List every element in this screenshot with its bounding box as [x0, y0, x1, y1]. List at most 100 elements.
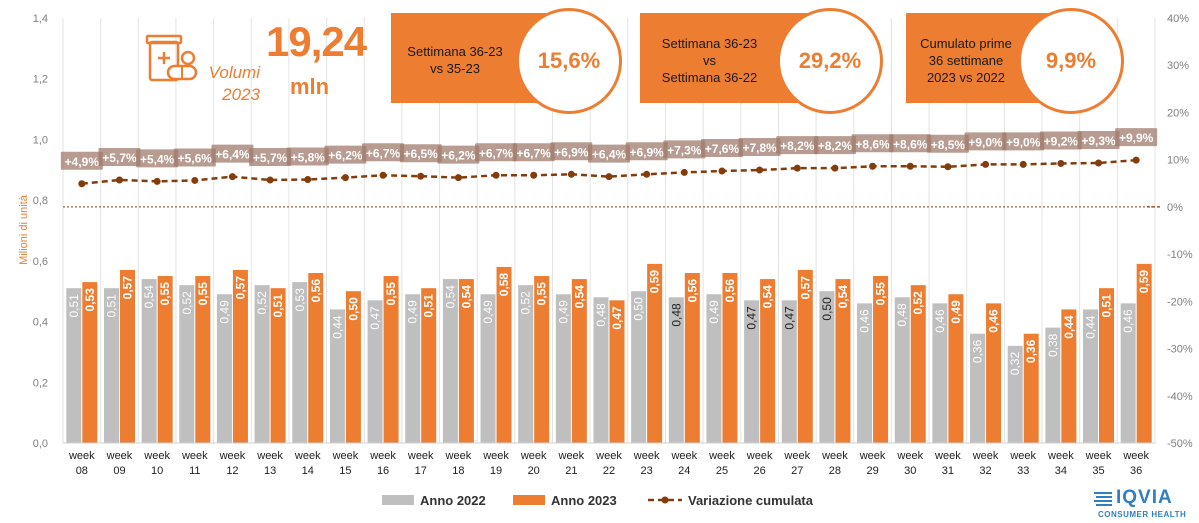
line-label-bg	[700, 139, 743, 157]
line-point	[756, 166, 764, 174]
x-tick-label: 25	[716, 465, 728, 477]
x-tick-label: week	[68, 450, 95, 462]
bar-2023-label: 0,55	[196, 282, 210, 306]
line-label: +9,2%	[1044, 134, 1079, 148]
x-tick-label: 19	[490, 465, 502, 477]
x-tick-label: week	[595, 450, 622, 462]
bar-2022-label: 0,51	[104, 294, 118, 318]
volume-unit: mln	[290, 74, 330, 99]
bar-2022	[518, 285, 534, 443]
x-tick-label: week	[520, 450, 547, 462]
bar-2023	[571, 279, 587, 443]
bar-2023-label: 0,58	[497, 273, 511, 297]
bar-2023	[986, 303, 1002, 443]
volume-value: 19,24	[266, 18, 367, 65]
line-point	[417, 172, 425, 180]
line-label-bg	[889, 134, 932, 153]
bar-2023	[873, 276, 889, 443]
bar-2023-label: 0,59	[648, 270, 662, 294]
x-tick-label: 20	[528, 465, 540, 477]
x-tick-label: 27	[791, 465, 803, 477]
x-tick-label: week	[1085, 450, 1112, 462]
x-tick-label: 23	[641, 465, 653, 477]
y2-tick-label: 40%	[1167, 13, 1189, 25]
bar-2023-label: 0,54	[459, 285, 473, 309]
bar-2022-label: 0,46	[1121, 309, 1135, 333]
x-tick-label: week	[256, 450, 283, 462]
line-label: +6,9%	[629, 145, 664, 159]
x-tick-label: 17	[415, 465, 427, 477]
line-label: +7,3%	[667, 143, 702, 157]
line-label-bg	[362, 143, 405, 162]
bar-2022-label: 0,46	[858, 309, 872, 333]
y2-tick-label: 30%	[1167, 60, 1189, 72]
line-point	[944, 163, 952, 171]
bar-2023-label: 0,54	[572, 285, 586, 309]
x-tick-label: 28	[829, 465, 841, 477]
bar-2023-label: 0,59	[1137, 270, 1151, 294]
legend-swatch-point	[661, 496, 669, 504]
line-label: +9,3%	[1081, 134, 1116, 148]
line-point	[153, 177, 161, 185]
legend-label-2023: Anno 2023	[551, 493, 617, 508]
line-point	[680, 168, 688, 176]
y2-tick-label: -50%	[1167, 438, 1193, 450]
bar-2023-label: 0,54	[761, 285, 775, 309]
bar-2022-label: 0,54	[142, 285, 156, 309]
line-label: +5,6%	[178, 151, 213, 165]
bar-2022-label: 0,49	[481, 300, 495, 324]
x-tick-label: 29	[866, 465, 878, 477]
x-tick-label: 09	[113, 465, 125, 477]
bar-2023	[684, 273, 700, 443]
bar-2022-label: 0,44	[330, 315, 344, 339]
x-tick-label: 14	[302, 465, 314, 477]
bar-2023	[82, 282, 98, 443]
line-point	[266, 176, 274, 184]
bar-2022	[631, 291, 647, 443]
x-tick-label: week	[1047, 450, 1074, 462]
bar-2022-label: 0,50	[820, 297, 834, 321]
x-tick-label: 11	[189, 465, 200, 477]
bar-2022-label: 0,46	[933, 309, 947, 333]
bar-2022	[593, 297, 609, 443]
x-tick-label: week	[934, 450, 961, 462]
line-label: +7,6%	[705, 142, 740, 156]
x-tick-label: week	[445, 450, 472, 462]
bar-2022-label: 0,48	[594, 303, 608, 327]
x-tick-label: 26	[753, 465, 765, 477]
x-tick-label: 15	[339, 465, 351, 477]
line-label-bg	[550, 142, 593, 161]
bar-2022	[819, 291, 835, 443]
line-point	[906, 162, 914, 170]
line-label: +5,7%	[102, 151, 137, 165]
bar-2023-label: 0,54	[836, 285, 850, 309]
line-label-bg	[98, 147, 141, 166]
bar-2022	[932, 303, 948, 443]
x-tick-label: 24	[678, 465, 690, 477]
line-label: +6,2%	[328, 149, 363, 163]
bar-2023	[119, 269, 135, 443]
bar-2023	[760, 279, 776, 443]
x-tick-label: 18	[452, 465, 464, 477]
bar-2023-label: 0,53	[83, 288, 97, 312]
line-label-bg	[1039, 131, 1082, 150]
line-label: +9,9%	[1119, 131, 1154, 145]
bar-2023	[797, 269, 813, 443]
y-tick-label: 0,2	[33, 377, 48, 389]
bar-2022	[781, 300, 797, 443]
line-point	[191, 176, 199, 184]
line-point	[793, 164, 801, 172]
bar-2022	[442, 279, 458, 443]
line-label-bg	[663, 140, 706, 159]
x-tick-label: 33	[1017, 465, 1029, 477]
x-tick-label: week	[708, 450, 735, 462]
bar-2022	[254, 285, 270, 443]
bar-2022-label: 0,49	[406, 300, 420, 324]
x-tick-label: week	[181, 450, 208, 462]
bar-2022-label: 0,49	[707, 300, 721, 324]
bar-2022-label: 0,48	[895, 303, 909, 327]
bar-2022-label: 0,38	[1046, 333, 1060, 357]
x-tick-label: 22	[603, 465, 615, 477]
x-tick-label: week	[821, 450, 848, 462]
bar-2023	[647, 263, 663, 443]
